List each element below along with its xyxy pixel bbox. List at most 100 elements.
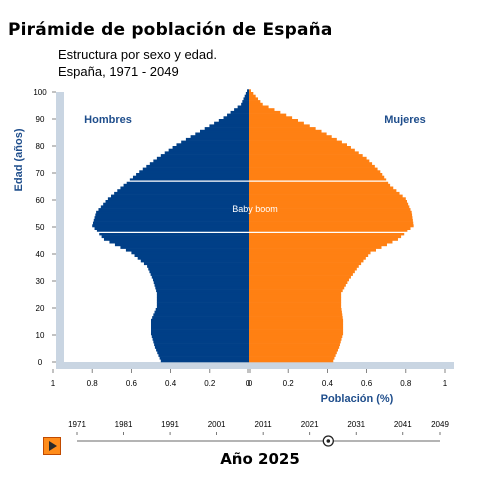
mujeres-bar <box>249 332 344 336</box>
mujeres-bar <box>249 127 316 131</box>
y-tick-label: 10 <box>36 331 45 340</box>
chart-title: Pirámide de población de España <box>8 20 333 40</box>
hombres-bar <box>185 137 249 141</box>
mujeres-bar <box>249 297 342 301</box>
mujeres-bar <box>249 302 342 306</box>
hombres-bar <box>154 343 249 347</box>
hombres-bar <box>151 329 249 333</box>
x-tick-label: 0.8 <box>87 379 99 388</box>
x-tick-label: 1 <box>443 379 448 388</box>
hombres-bar <box>237 105 249 109</box>
play-button[interactable] <box>43 437 61 455</box>
mujeres-bar <box>249 89 251 93</box>
mujeres-bar <box>249 218 413 222</box>
x-axis-label: Población (%) <box>321 393 394 405</box>
x-tick-label: 0.8 <box>400 379 412 388</box>
hombres-bar <box>218 119 249 122</box>
mujeres-bar <box>249 275 351 279</box>
mujeres-bar <box>249 316 343 320</box>
hombres-bar <box>152 316 249 320</box>
hombres-bar <box>242 100 249 104</box>
mujeres-bar <box>249 119 298 122</box>
mujeres-bar <box>249 113 287 117</box>
mujeres-bar <box>249 243 387 247</box>
hombres-bar <box>159 356 249 360</box>
y-tick-label: 50 <box>36 223 45 232</box>
hombres-bar <box>114 191 249 195</box>
hombres-bar <box>156 294 249 298</box>
x-tick-label: 0.6 <box>361 379 373 388</box>
hombres-bar <box>100 205 249 209</box>
hombres-bar <box>156 302 249 306</box>
hombres-bar <box>94 216 249 220</box>
hombres-bar <box>176 143 249 147</box>
mujeres-bar <box>249 294 342 298</box>
mujeres-bar <box>249 189 397 193</box>
x-tick-label: 0 <box>246 379 251 388</box>
hombres-bar <box>129 178 249 182</box>
mujeres-bar <box>249 248 377 252</box>
hombres-bar <box>109 240 249 244</box>
hombres-bar <box>149 270 249 274</box>
x-tick-label: 1 <box>51 379 56 388</box>
y-tick-label: 40 <box>36 250 45 259</box>
hombres-bar <box>117 189 250 193</box>
mujeres-bar <box>249 164 375 168</box>
mujeres-bar <box>249 148 355 152</box>
mujeres-bar <box>249 348 338 352</box>
hombres-bar <box>99 232 249 236</box>
y-tick-label: 70 <box>36 169 45 178</box>
hombres-bar <box>140 259 249 263</box>
mujeres-bar <box>249 178 387 182</box>
mujeres-bar <box>249 167 378 171</box>
mujeres-bar <box>249 129 322 133</box>
hombres-bar <box>160 359 249 363</box>
hombres-bar <box>152 337 249 341</box>
mujeres-bar <box>249 221 414 225</box>
hombres-bar <box>96 210 250 214</box>
hombres-bar <box>153 159 249 163</box>
mujeres-bar <box>249 318 344 322</box>
hombres-bar <box>155 308 249 311</box>
mujeres-bar <box>249 156 367 160</box>
mujeres-bar <box>249 305 342 309</box>
y-tick-label: 0 <box>38 358 43 367</box>
hombres-bar <box>125 248 249 252</box>
mujeres-bar <box>249 272 353 276</box>
y-axis-band <box>56 92 64 362</box>
hombres-bar <box>234 108 249 112</box>
mujeres-bar <box>249 251 371 255</box>
hombres-bar <box>153 340 249 344</box>
mujeres-bar <box>249 270 355 274</box>
mujeres-bar <box>249 121 304 125</box>
hombres-bar <box>114 243 249 247</box>
mujeres-bar <box>249 146 351 149</box>
hombres-bar <box>111 194 250 198</box>
mujeres-bar <box>249 116 293 120</box>
hombres-bar <box>154 283 249 287</box>
mujeres-bar <box>249 124 310 128</box>
hombres-bar <box>156 297 249 301</box>
mujeres-bar <box>249 173 383 176</box>
mujeres-bar <box>249 143 347 147</box>
mujeres-bar <box>249 353 336 357</box>
mujeres-bar <box>249 137 337 141</box>
mujeres-bar <box>249 105 269 109</box>
hombres-bar <box>214 121 249 125</box>
hombres-bar <box>153 281 249 284</box>
mujeres-bar <box>249 326 344 330</box>
hombres-bar <box>209 124 249 128</box>
mujeres-bar <box>249 351 337 355</box>
hombres-bar <box>156 299 249 303</box>
hombres-bar <box>151 324 249 328</box>
hombres-bar <box>101 235 249 239</box>
y-tick-label: 20 <box>36 304 45 313</box>
x-tick-label: 0.6 <box>126 379 138 388</box>
year-tick-label: 2041 <box>394 420 412 429</box>
hombres-bar <box>151 321 249 325</box>
mujeres-bar <box>249 97 259 101</box>
hombres-bar <box>223 116 249 120</box>
mujeres-bar <box>249 262 362 266</box>
mujeres-bar <box>249 202 409 206</box>
